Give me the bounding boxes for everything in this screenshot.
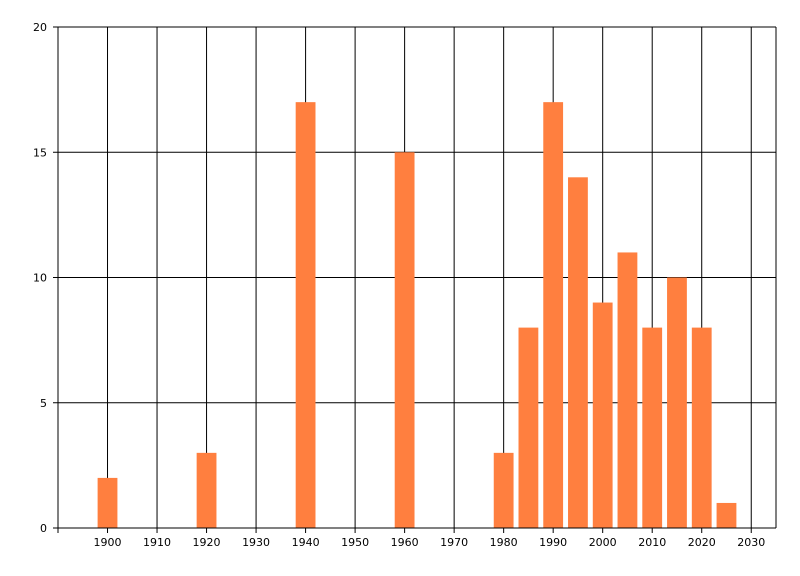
y-tick-labels: 0 5 10 15 20	[33, 21, 47, 535]
x-tick-label-1960: 1960	[391, 536, 419, 549]
bar-1985	[518, 327, 539, 528]
y-tick-label-15: 15	[33, 146, 47, 159]
x-tick-label-1990: 1990	[539, 536, 567, 549]
axes	[53, 26, 776, 533]
bar-1940	[295, 102, 316, 529]
x-tick-label-1920: 1920	[193, 536, 221, 549]
x-tick-label-1930: 1930	[242, 536, 270, 549]
bar-2025	[716, 502, 737, 528]
grid-lines	[58, 26, 777, 529]
bar-2010	[642, 327, 663, 528]
bar-1995	[568, 177, 588, 529]
bar-2000	[592, 302, 613, 528]
bar-2020	[691, 327, 712, 528]
x-tick-label-2020: 2020	[688, 536, 716, 549]
x-tick-label-1980: 1980	[490, 536, 518, 549]
x-tick-label-1950: 1950	[341, 536, 369, 549]
bar-1980	[493, 452, 514, 528]
y-tick-label-0: 0	[40, 522, 47, 535]
bar-2015	[667, 277, 687, 528]
bar-1900	[97, 477, 118, 528]
x-tick-label-1970: 1970	[440, 536, 468, 549]
bar-2005	[617, 252, 638, 528]
x-tick-labels: 1900 1910 1920 1930 1940 1950 1960 1970 1980 1990…	[94, 536, 766, 549]
y-tick-label-20: 20	[33, 21, 47, 34]
y-tick-label-5: 5	[40, 397, 47, 410]
x-tick-label-2000: 2000	[589, 536, 617, 549]
x-tick-label-2030: 2030	[737, 536, 765, 549]
y-tick-label-10: 10	[33, 272, 47, 285]
x-tick-label-1940: 1940	[292, 536, 320, 549]
bar-1920	[196, 452, 217, 528]
x-tick-label-1900: 1900	[94, 536, 122, 549]
x-tick-label-1910: 1910	[143, 536, 171, 549]
bar-1960	[394, 152, 415, 528]
bars	[97, 102, 737, 529]
x-tick-label-2010: 2010	[638, 536, 666, 549]
bar-1990	[543, 102, 564, 529]
